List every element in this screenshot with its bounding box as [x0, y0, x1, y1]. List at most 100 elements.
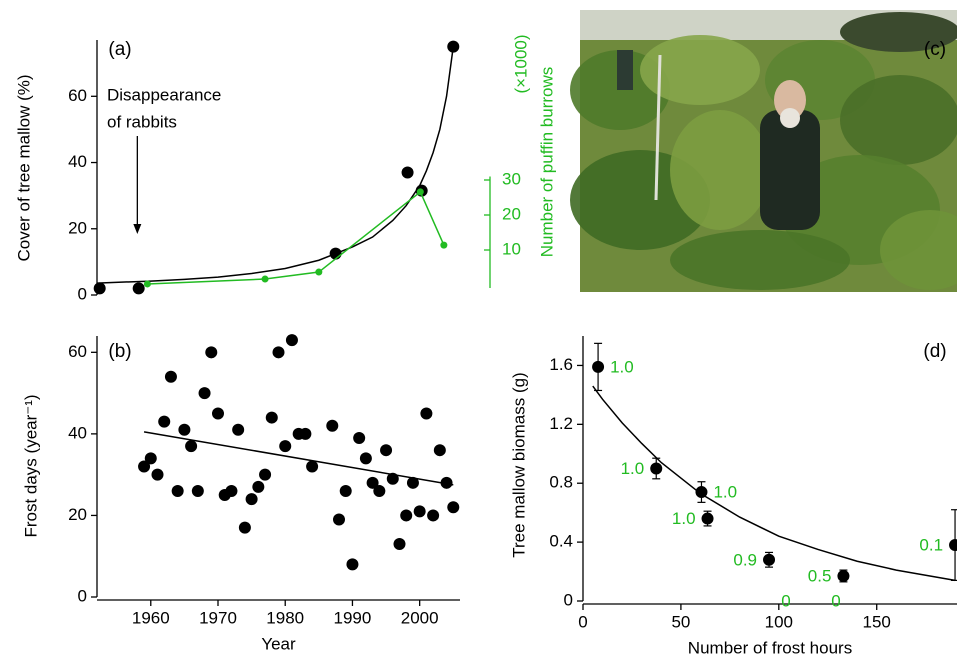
point	[273, 346, 285, 358]
figure: 0 20 40 60 Cover of tree mallow (%) (a) 10 20 30…	[0, 0, 957, 659]
y2-tick-label: 30	[502, 169, 521, 188]
y-tick-label: 1.6	[549, 355, 573, 374]
point	[394, 538, 406, 550]
photo-person-small	[617, 50, 633, 90]
panel-label: (b)	[108, 341, 131, 362]
y2-tick-label: 20	[502, 204, 521, 223]
photo-beard	[780, 108, 800, 128]
panel-label: (a)	[108, 39, 131, 60]
y-tick-label: 1.2	[549, 414, 573, 433]
y-tick-label: 60	[68, 342, 87, 361]
x-axis-label: Number of frost hours	[688, 638, 852, 657]
x-tick-label: 100	[765, 612, 793, 631]
x-tick-label: 50	[671, 612, 690, 631]
x-tick-label: 1990	[334, 608, 372, 627]
x-axis-label: Year	[261, 634, 296, 653]
point-label: 0.9	[733, 550, 757, 569]
point	[172, 485, 184, 497]
point	[299, 428, 311, 440]
point	[232, 424, 244, 436]
point	[144, 280, 151, 287]
point	[185, 440, 197, 452]
point	[306, 461, 318, 473]
point	[145, 452, 157, 464]
page: {"chart_data": [ {"type": "line", "panel…	[0, 0, 957, 659]
point	[286, 334, 298, 346]
y-axis-label: Frost days (year⁻¹)	[21, 394, 40, 537]
point	[427, 509, 439, 521]
point	[326, 420, 338, 432]
line	[593, 386, 955, 580]
y-tick-label: 20	[68, 505, 87, 524]
y-tick-label: 0	[78, 586, 87, 605]
y2-axis-label: Number of puffin burrows	[537, 67, 556, 258]
point	[152, 469, 164, 481]
x-tick-label: 0	[578, 612, 587, 631]
point	[592, 361, 604, 373]
annotation: Disappearance	[107, 85, 221, 104]
point	[165, 371, 177, 383]
y-tick-label: 0.8	[549, 473, 573, 492]
point-label: 1.0	[713, 483, 737, 502]
y-tick-label: 60	[68, 86, 87, 105]
point	[133, 282, 145, 294]
point	[252, 481, 264, 493]
point-label: 1.0	[621, 459, 645, 478]
photo	[570, 10, 957, 292]
point	[199, 387, 211, 399]
y-tick-label: 40	[68, 423, 87, 442]
point	[262, 276, 269, 283]
point-label: 1.0	[672, 509, 696, 528]
line	[147, 192, 443, 284]
annotation: 0	[831, 591, 840, 610]
panel-label: (d)	[923, 341, 946, 362]
y-tick-label: 40	[68, 152, 87, 171]
photo-foliage	[840, 75, 957, 165]
point	[315, 269, 322, 276]
point	[373, 485, 385, 497]
x-tick-label: 1970	[199, 608, 237, 627]
point	[346, 558, 358, 570]
point	[763, 554, 775, 566]
line	[97, 47, 453, 283]
x-tick-label: 150	[863, 612, 891, 631]
point-label: 0.1	[919, 536, 943, 555]
point	[702, 513, 714, 525]
panel-label: (c)	[924, 39, 946, 60]
point-label: 0.5	[808, 566, 832, 585]
point	[158, 416, 170, 428]
point	[420, 407, 432, 419]
y-axis-label: Cover of tree mallow (%)	[14, 74, 33, 261]
point	[353, 432, 365, 444]
point	[380, 444, 392, 456]
point	[360, 452, 372, 464]
x-tick-label: 2000	[401, 608, 439, 627]
point	[440, 242, 447, 249]
point	[205, 346, 217, 358]
point-label: 1.0	[610, 357, 634, 376]
point	[400, 509, 412, 521]
point	[259, 469, 271, 481]
y-tick-label: 0	[564, 590, 573, 609]
point	[239, 522, 251, 534]
point	[279, 440, 291, 452]
y2-tick-label: 10	[502, 239, 521, 258]
photo-foliage	[670, 230, 850, 290]
y-axis-label: Tree mallow biomass (g)	[509, 372, 528, 557]
point	[447, 501, 459, 513]
point	[837, 570, 849, 582]
y2-axis-unit: (×1000)	[511, 34, 530, 93]
x-tick-label: 1980	[266, 608, 304, 627]
point	[650, 463, 662, 475]
point	[949, 539, 957, 551]
point	[225, 485, 237, 497]
point	[414, 505, 426, 517]
x-tick-label: 1960	[132, 608, 170, 627]
point	[178, 424, 190, 436]
annotation: of rabbits	[107, 112, 177, 131]
photo-foliage	[670, 110, 770, 230]
point	[417, 188, 424, 195]
point	[333, 514, 345, 526]
point	[246, 493, 258, 505]
point	[402, 166, 414, 178]
